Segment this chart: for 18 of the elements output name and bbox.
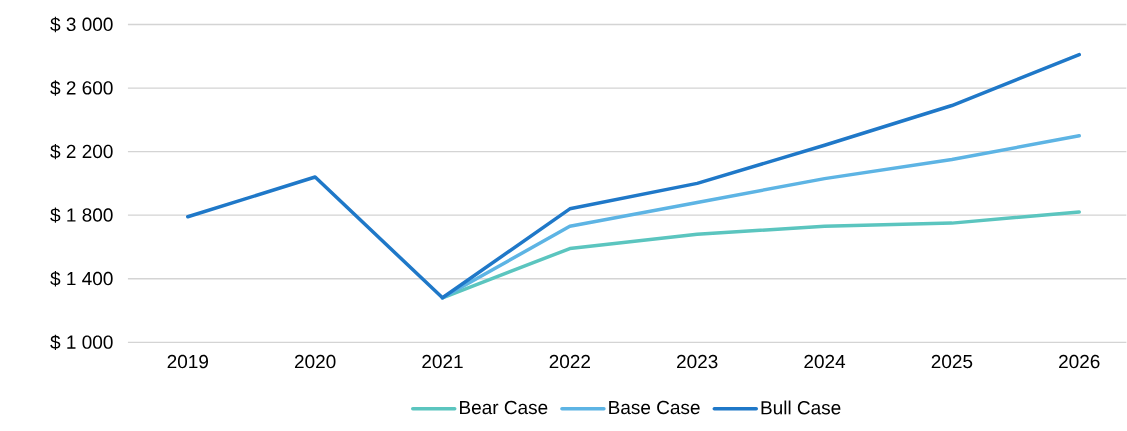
legend-label: Bull Case xyxy=(761,400,841,415)
x-tick-label: 2022 xyxy=(549,354,590,369)
line-series xyxy=(186,53,1081,300)
x-tick-label: 2026 xyxy=(1059,354,1100,369)
legend-label: Bear Case xyxy=(460,400,548,415)
y-tick-label: $ 2 200 xyxy=(50,144,113,160)
y-tick-label: $ 1 000 xyxy=(50,334,113,351)
y-tick-label: $ 1 400 xyxy=(50,271,113,287)
y-tick-label: $ 1 800 xyxy=(50,207,113,223)
y-tick-label: $ 3 000 xyxy=(50,16,113,33)
x-tick-label: 2024 xyxy=(804,354,846,369)
x-tick-label: 2021 xyxy=(422,354,463,369)
x-tick-label: 2023 xyxy=(677,354,718,369)
legend-label: Base Case xyxy=(609,400,700,415)
x-tick-label: 2020 xyxy=(294,354,336,369)
y-tick-label: $ 2 600 xyxy=(50,80,113,96)
x-tick-label: 2025 xyxy=(931,354,973,369)
x-tick-label: 2019 xyxy=(167,354,208,369)
